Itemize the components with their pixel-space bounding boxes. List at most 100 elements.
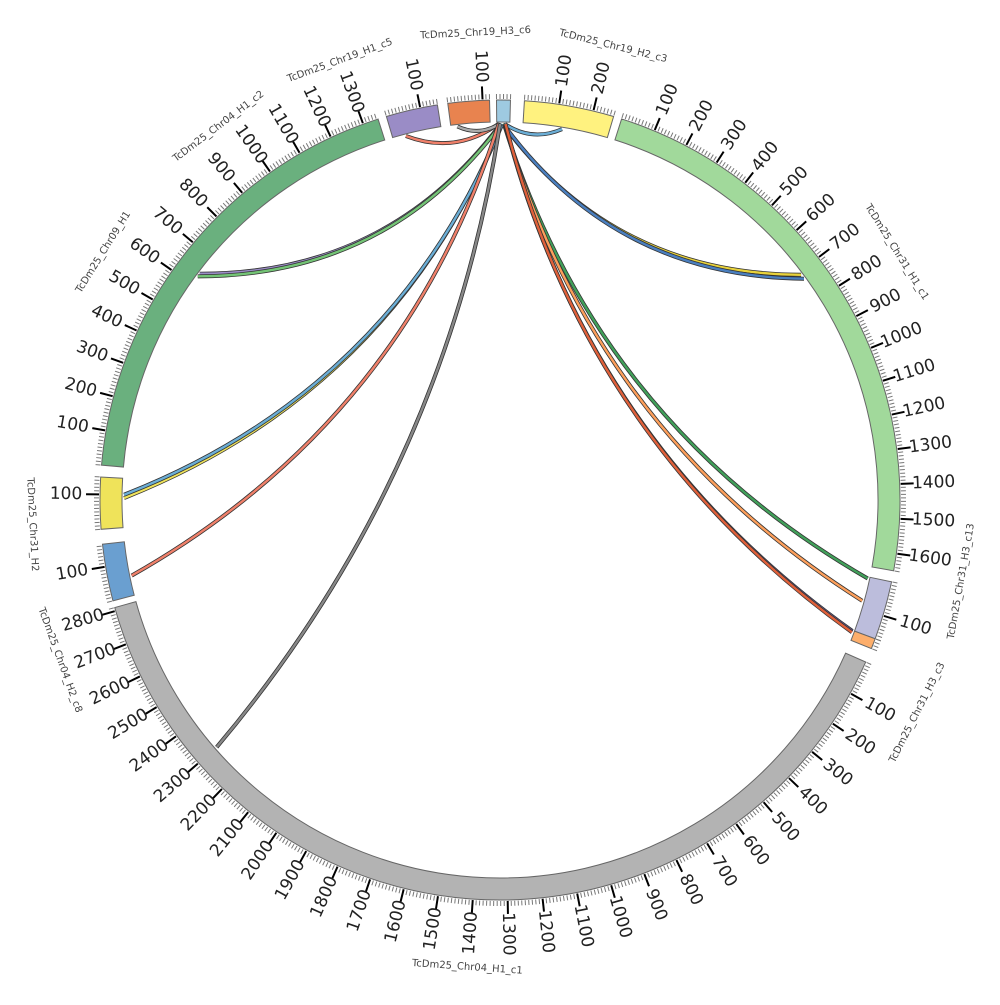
tick-mark [657,869,659,874]
tick-mark [753,185,756,189]
tick-mark [208,779,212,782]
tick-mark [598,889,599,894]
tick-mark [300,147,302,151]
tick-mark [865,333,870,335]
tick-label: 1300 [908,432,953,457]
tick-label: 1700 [343,887,376,934]
tick-mark [880,629,885,631]
tick-mark [858,681,862,683]
tick-mark [170,733,174,736]
tick-mark [625,114,627,119]
tick-mark [102,581,107,582]
tick-mark [126,341,131,343]
tick-label: 1100 [264,100,303,147]
tick-mark [112,618,117,619]
tick-mark [701,847,704,851]
tick-mark [772,196,781,206]
tick-mark [846,703,850,706]
tick-mark [854,688,858,690]
tick-mark [188,764,198,773]
tick-mark [604,887,605,892]
tick-mark [183,234,193,242]
tick-mark [240,812,248,822]
tick-mark [806,237,810,240]
link-fill [505,124,863,601]
tick-mark [291,152,294,156]
tick-mark [587,891,588,896]
tick-mark [98,440,103,441]
tick-mark [804,235,808,238]
tick-mark [862,672,867,674]
tick-label: 1200 [298,83,334,131]
tick-mark [856,685,860,687]
tick-mark [158,716,162,719]
tick-mark [145,695,149,697]
tick-label: 1000 [230,121,271,168]
tick-mark [102,419,107,420]
tick-mark [861,323,866,325]
tick-label: 100 [400,57,426,93]
tick-mark [114,625,119,627]
tick-mark [843,289,847,292]
tick-mark [99,436,104,437]
tick-mark [199,769,203,772]
tick-mark [351,122,353,127]
tick-mark [102,577,107,578]
tick-mark [162,722,166,725]
tick-mark [187,756,191,759]
tick-mark [413,892,414,897]
tick-mark [889,599,894,600]
tick-mark [206,777,210,780]
tick-mark [591,891,592,896]
tick-label: 800 [175,175,212,212]
tick-mark [764,195,767,199]
tick-label: 2600 [86,672,134,709]
tick-mark [458,899,459,904]
tick-mark [379,883,380,888]
tick-mark [680,859,682,863]
link-ribbon [505,124,863,601]
tick-label: 1300 [335,68,369,115]
tick-mark [192,761,196,764]
tick-mark [226,201,229,205]
tick-mark [787,216,791,219]
tick-mark [352,873,354,878]
tick-mark [178,745,182,748]
tick-mark [92,428,105,430]
tick-label: 300 [74,337,111,367]
tick-mark [234,803,237,807]
tick-mark [714,156,717,160]
tick-mark [890,407,895,408]
tick-mark [259,823,262,827]
tick-mark [756,809,759,813]
tick-mark [581,893,582,898]
tick-mark [191,236,195,239]
tick-mark [864,669,869,671]
tick-mark [285,840,288,844]
tick-mark [550,898,551,903]
tick-mark [97,451,102,452]
tick-mark [875,642,880,644]
tick-mark [782,786,786,790]
tick-mark [151,704,155,707]
tick-mark [416,103,417,108]
tick-mark [648,873,650,878]
tick-mark [784,783,788,787]
tick-mark [366,879,370,891]
tick-mark [402,106,403,111]
tick-mark [434,896,435,901]
tick-mark [780,209,783,213]
tick-mark [849,697,853,699]
tick-mark [395,108,396,113]
tick-mark [355,121,357,126]
tick-mark [134,325,139,327]
tick-mark [326,862,328,867]
tick-mark [113,621,118,623]
tick-mark [742,820,745,824]
tick-label: 1200 [901,393,948,422]
tick-mark [204,774,208,777]
tick-mark [372,880,374,885]
tick-mark [92,567,105,569]
tick-mark [174,259,178,262]
